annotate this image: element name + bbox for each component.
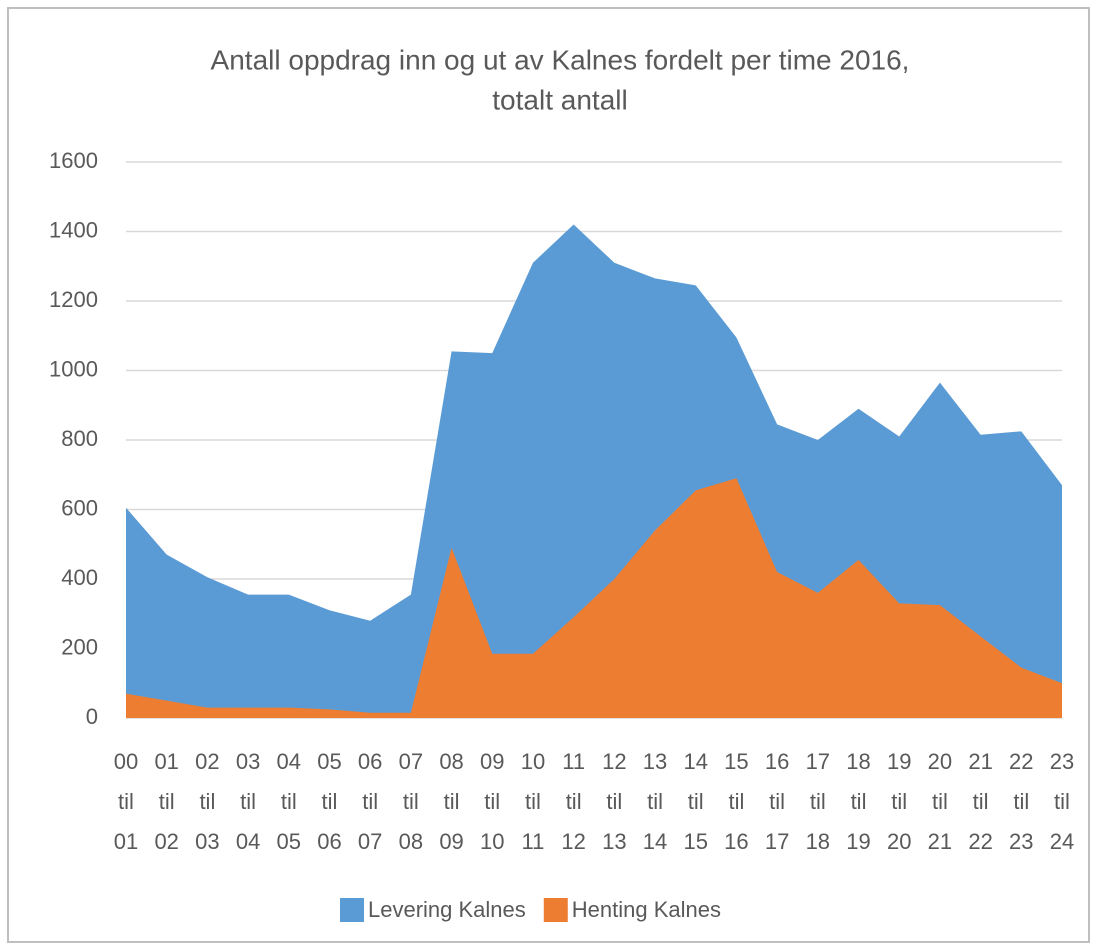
x-tick-label: 23 til 24 [1049, 749, 1075, 854]
x-tick-label: 18 til 19 [846, 749, 871, 854]
x-tick-label: 22 til 23 [1009, 749, 1034, 854]
y-tick-label: 200 [61, 634, 98, 659]
x-tick-label: 06 til 07 [357, 749, 383, 854]
legend-swatch [340, 898, 364, 922]
y-tick-label: 1600 [49, 148, 98, 173]
x-tick-label: 10 til 11 [520, 749, 546, 854]
x-tick-label: 05 til 06 [317, 749, 342, 854]
x-tick-label: 00 til 01 [113, 749, 139, 854]
x-tick-label: 14 til 15 [683, 749, 708, 854]
legend-swatch [543, 898, 568, 922]
x-tick-label: 16 til 17 [764, 749, 790, 854]
y-tick-label: 0 [86, 704, 98, 729]
x-tick-label: 12 til 13 [602, 749, 627, 854]
area [126, 478, 1062, 718]
legend-label: Henting Kalnes [572, 897, 721, 922]
x-tick-label: 11 til 12 [561, 749, 586, 854]
y-tick-label: 600 [61, 495, 98, 520]
x-tick-label: 17 til 18 [805, 749, 831, 854]
x-tick-label: 03 til 04 [235, 749, 261, 854]
x-tick-label: 09 til 10 [480, 749, 505, 854]
x-tick-label: 19 til 20 [886, 749, 912, 854]
y-tick-label: 1400 [49, 217, 98, 242]
x-tick-label: 04 til 05 [276, 749, 302, 854]
x-tick-label: 01 til 02 [154, 749, 179, 854]
chart-title: Antall oppdrag inn og ut av Kalnes forde… [211, 44, 910, 75]
x-tick-label: 20 til 21 [927, 749, 953, 854]
x-tick-label: 08 til 09 [439, 749, 464, 854]
x-tick-label: 02 til 03 [195, 749, 220, 854]
y-tick-label: 400 [61, 565, 98, 590]
x-tick-label: 13 til 14 [642, 749, 668, 854]
x-tick-label: 21 til 22 [968, 749, 993, 854]
legend-label: Levering Kalnes [368, 897, 526, 922]
y-tick-label: 800 [61, 426, 98, 451]
y-tick-label: 1000 [49, 356, 98, 381]
y-tick-label: 1200 [49, 287, 98, 312]
x-tick-label: 15 til 16 [724, 749, 749, 854]
chart-title: totalt antall [492, 84, 627, 115]
x-tick-label: 07 til 08 [398, 749, 424, 854]
